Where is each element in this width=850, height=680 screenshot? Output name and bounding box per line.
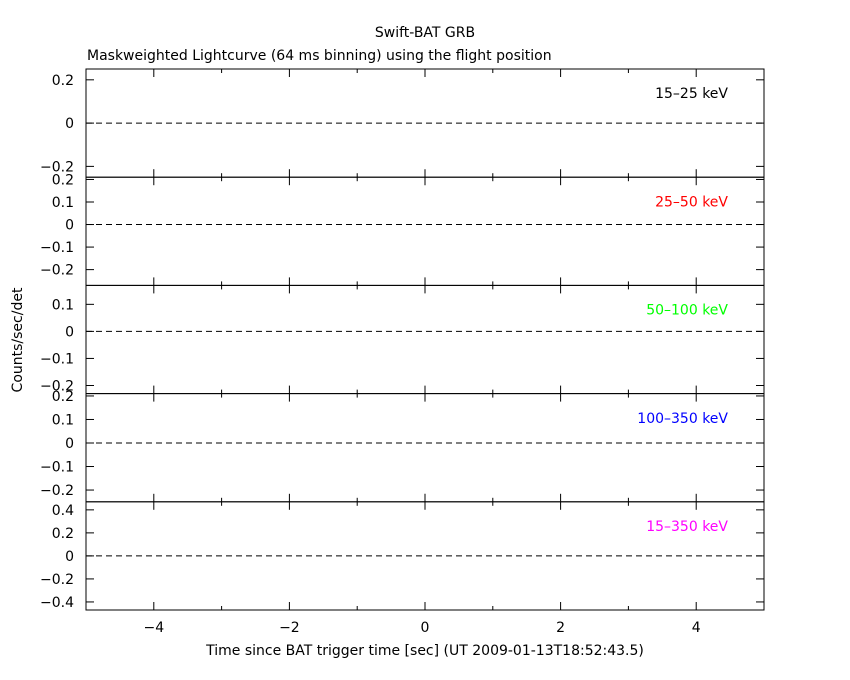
y-tick-label: 0 [65, 436, 74, 452]
y-tick-label: −0.1 [40, 460, 74, 476]
y-tick-label: −0.2 [40, 159, 74, 175]
x-tick-label: 0 [421, 620, 430, 636]
y-tick-label: 0.2 [52, 526, 74, 542]
y-tick-label: −0.2 [40, 263, 74, 279]
y-tick-label: 0.4 [52, 503, 74, 519]
y-tick-label: 0 [65, 549, 74, 565]
y-tick-label: 0.1 [52, 297, 74, 313]
band-label: 25–50 keV [655, 194, 728, 210]
x-tick-label: −4 [143, 620, 164, 636]
y-tick-label: −0.1 [40, 240, 74, 256]
x-tick-label: 4 [692, 620, 701, 636]
y-tick-label: −0.1 [40, 351, 74, 367]
panel-1: −0.2 0 0.2 15–25 keV [40, 68, 765, 178]
y-tick-label: 0 [65, 116, 74, 132]
y-tick-label: 0.2 [52, 172, 74, 188]
band-label: 50–100 keV [646, 303, 728, 319]
panels-group: −0.2 0 0.2 15–25 keV −0.2 −0.1 0 0.1 0.2 25–50 ke… [40, 68, 765, 636]
x-tick-label: 2 [556, 620, 565, 636]
y-tick-label: −0.4 [40, 595, 74, 611]
band-label: 15–25 keV [655, 86, 728, 102]
y-tick-label: 0.1 [52, 195, 74, 211]
y-tick-label: −0.2 [40, 483, 74, 499]
y-tick-label: 0.2 [52, 389, 74, 405]
y-tick-label: 0.2 [52, 73, 74, 89]
band-label: 100–350 keV [637, 411, 728, 427]
y-tick-label: 0 [65, 218, 74, 234]
y-axis-label: Counts/sec/det [10, 287, 26, 392]
y-tick-label: 0.1 [52, 412, 74, 428]
x-tick-label: −2 [279, 620, 300, 636]
panel-2: −0.2 −0.1 0 0.1 0.2 25–50 keV [40, 172, 765, 286]
band-label: 15–350 keV [646, 519, 728, 535]
y-tick-label: 0 [65, 324, 74, 340]
x-axis-label: Time since BAT trigger time [sec] (UT 20… [205, 643, 644, 659]
chart-title: Swift-BAT GRB [375, 25, 475, 41]
y-tick-label: −0.2 [40, 378, 74, 394]
panel-5: −0.4 −0.2 0 0.2 0.4 15–350 keV [40, 501, 765, 611]
chart-subtitle: Maskweighted Lightcurve (64 ms binning) … [87, 48, 552, 64]
panel-4: −0.2 −0.1 0 0.1 0.2 100–350 keV [40, 389, 765, 503]
panel-3: −0.2 −0.1 0 0.1 50–100 keV [40, 284, 765, 394]
y-tick-label: −0.2 [40, 572, 74, 588]
